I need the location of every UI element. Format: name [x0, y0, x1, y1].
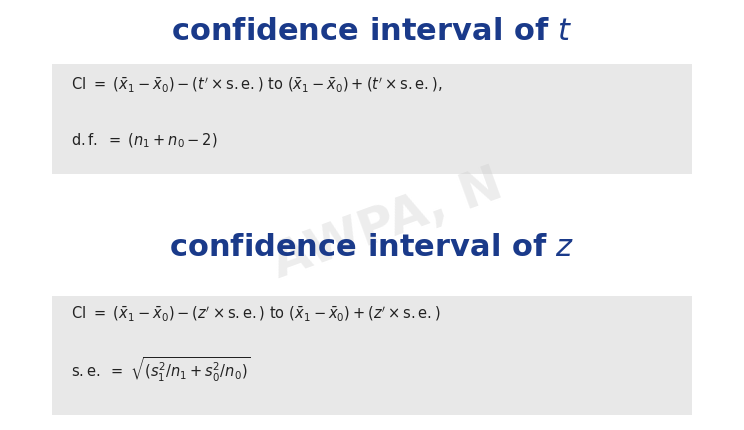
Text: $\mathrm{CI}\ =\ (\bar{x}_1 - \bar{x}_0) - (t' \times \mathrm{s.e.})\ \mathrm{to: $\mathrm{CI}\ =\ (\bar{x}_1 - \bar{x}_0)… [71, 75, 442, 94]
FancyBboxPatch shape [52, 64, 692, 174]
Text: confidence interval of $\mathit{t}$: confidence interval of $\mathit{t}$ [171, 17, 573, 46]
FancyBboxPatch shape [52, 297, 692, 415]
Text: $\mathrm{d.f.}\ =\ (n_1 + n_0 - 2)$: $\mathrm{d.f.}\ =\ (n_1 + n_0 - 2)$ [71, 131, 217, 150]
Text: $\mathrm{CI}\ =\ (\bar{x}_1 - \bar{x}_0) - (z' \times \mathrm{s.e.})\ \mathrm{to: $\mathrm{CI}\ =\ (\bar{x}_1 - \bar{x}_0)… [71, 303, 440, 322]
Text: confidence interval of $\mathit{z}$: confidence interval of $\mathit{z}$ [169, 232, 575, 261]
Text: $\mathrm{s.e.}\ =\ \sqrt{(s_1^2/n_1 + s_0^2/n_0)}$: $\mathrm{s.e.}\ =\ \sqrt{(s_1^2/n_1 + s_… [71, 355, 250, 383]
Text: AWPA, N: AWPA, N [265, 160, 509, 287]
